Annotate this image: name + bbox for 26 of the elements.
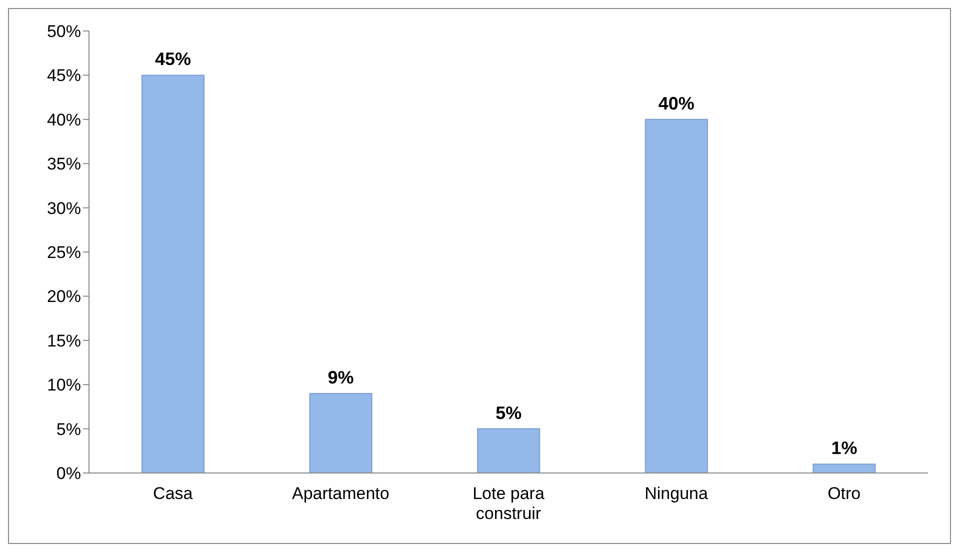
- y-tick-label: 25%: [46, 243, 81, 262]
- x-tick-label: Otro: [828, 484, 861, 503]
- y-tick-label: 30%: [46, 198, 81, 218]
- data-label: 9%: [328, 367, 354, 388]
- y-tick-label: 10%: [46, 376, 81, 395]
- y-tick-label: 40%: [46, 110, 81, 130]
- y-tick-label: 20%: [46, 287, 81, 306]
- x-tick-label: Casa: [153, 484, 194, 503]
- data-label: 5%: [496, 402, 522, 423]
- y-tick-label: 5%: [56, 420, 81, 439]
- data-label: 40%: [658, 93, 694, 114]
- y-tick-label: 35%: [46, 154, 81, 174]
- x-tick-label: Ninguna: [644, 484, 709, 503]
- bar: [142, 74, 204, 473]
- data-label: 45%: [154, 49, 192, 70]
- y-tick-label: 50%: [46, 22, 81, 42]
- data-label: 1%: [831, 438, 858, 458]
- x-tick-label: Lote para construir: [472, 484, 545, 523]
- y-tick-label: 0%: [56, 464, 81, 484]
- bar: [644, 118, 708, 473]
- bar: [309, 392, 372, 473]
- bar: [477, 428, 540, 473]
- y-tick-label: 45%: [46, 66, 81, 86]
- x-tick-label: Apartamento: [292, 484, 390, 503]
- bar: [812, 464, 876, 473]
- y-tick-label: 15%: [46, 331, 81, 350]
